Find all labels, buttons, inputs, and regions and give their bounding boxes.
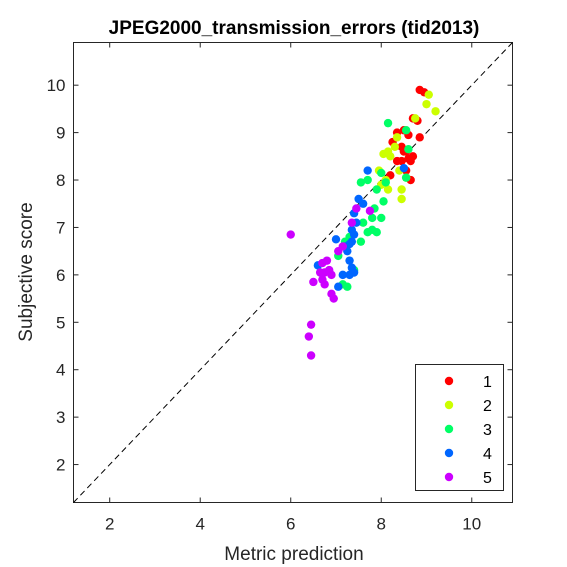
legend-item-3: 3 [444, 422, 492, 439]
data-point [306, 351, 316, 360]
x-axis: 2 4 6 8 10 [105, 42, 481, 534]
data-point [304, 332, 314, 341]
series-5 [286, 204, 375, 360]
data-point [358, 218, 368, 227]
x-tick-label: 10 [462, 515, 481, 534]
data-point [327, 270, 336, 280]
data-point [406, 156, 415, 166]
legend-marker [444, 400, 454, 410]
data-point [401, 126, 411, 135]
legend-marker [444, 424, 454, 434]
legend-item-1: 1 [444, 374, 492, 391]
data-point [401, 173, 411, 182]
data-point [347, 218, 357, 227]
data-point [320, 280, 329, 289]
legend-marker [444, 376, 454, 386]
x-axis-label: Metric prediction [224, 544, 363, 565]
data-point [381, 178, 390, 187]
reference-line-layer [73, 42, 513, 503]
data-point [363, 166, 372, 175]
data-point [377, 168, 386, 178]
data-point [352, 204, 361, 213]
legend-marker [444, 472, 454, 482]
legend-label: 1 [483, 374, 492, 391]
data-point [309, 277, 318, 287]
data-point [320, 268, 329, 277]
y-tick-label: 3 [56, 408, 65, 427]
data-point [363, 227, 372, 237]
data-point [383, 185, 393, 194]
data-point [349, 230, 359, 239]
legend-box [415, 364, 504, 491]
data-point [399, 163, 409, 173]
data-point [377, 213, 386, 223]
data-point [397, 156, 406, 166]
x-tick-label: 6 [286, 515, 295, 534]
legend-label: 4 [483, 446, 492, 463]
legend-item-4: 4 [444, 446, 492, 463]
data-point [383, 118, 393, 128]
legend-label: 3 [483, 422, 492, 439]
legend-label: 2 [483, 398, 492, 415]
data-point [331, 235, 341, 244]
chart-title: JPEG2000_transmission_errors (tid2013) [109, 18, 480, 39]
data-point [390, 142, 400, 152]
y-tick-label: 2 [56, 456, 65, 475]
data-point [422, 99, 431, 109]
y-tick-label: 5 [56, 313, 65, 332]
data-point [363, 175, 372, 185]
y-tick-label: 8 [56, 171, 65, 190]
data-point [379, 149, 388, 159]
legend: 1 2 3 4 5 [415, 364, 504, 491]
legend-marker [444, 448, 454, 458]
data-point [415, 133, 424, 142]
data-point [318, 258, 327, 268]
data-point [343, 282, 352, 291]
legend-item-2: 2 [444, 398, 492, 415]
data-point [372, 185, 381, 194]
data-point [338, 270, 347, 280]
data-point [306, 320, 316, 329]
y-tick-label: 9 [56, 124, 65, 143]
y-tick-label: 7 [56, 218, 65, 237]
data-point [334, 246, 343, 256]
data-point [397, 185, 406, 194]
data-point [334, 282, 343, 291]
x-tick-label: 8 [377, 515, 386, 534]
x-tick-label: 4 [195, 515, 204, 534]
data-point [365, 206, 375, 216]
y-axis: 2 3 4 5 6 7 8 9 10 [47, 76, 513, 475]
data-point [404, 145, 413, 154]
data-point [372, 227, 381, 237]
data-point [368, 213, 377, 223]
y-tick-label: 6 [56, 266, 65, 285]
data-point [358, 199, 368, 208]
data-point [392, 133, 402, 142]
data-point [356, 178, 366, 187]
data-point [329, 294, 338, 303]
y-axis-label: Subjective score [16, 202, 37, 341]
data-point [286, 230, 295, 239]
legend-item-5: 5 [444, 470, 492, 487]
data-points [286, 85, 440, 360]
data-point [431, 107, 440, 116]
data-point [397, 194, 406, 204]
series-4 [313, 163, 409, 291]
data-point [424, 90, 433, 99]
identity-reference-line [73, 42, 513, 503]
data-point [345, 256, 354, 265]
legend-label: 5 [483, 470, 492, 487]
data-point [410, 114, 420, 123]
x-tick-label: 2 [105, 515, 114, 534]
y-tick-label: 4 [56, 361, 65, 380]
data-point [345, 270, 354, 280]
data-point [356, 237, 366, 246]
data-point [386, 152, 395, 161]
data-point [379, 197, 388, 206]
y-tick-label: 10 [47, 76, 66, 95]
